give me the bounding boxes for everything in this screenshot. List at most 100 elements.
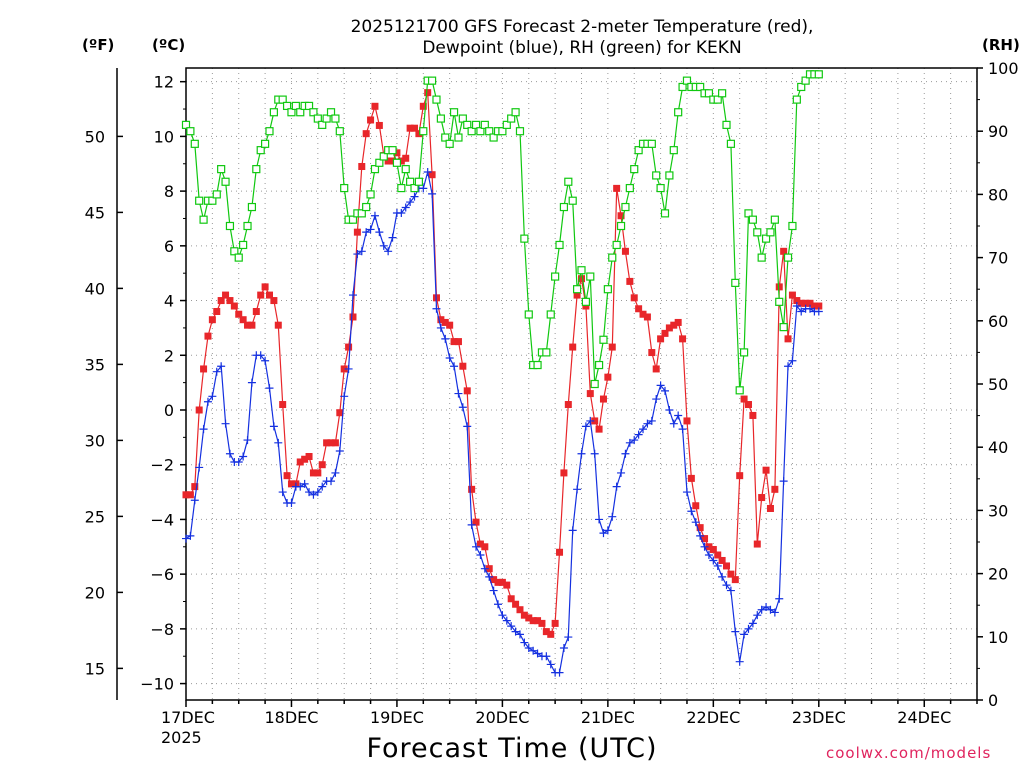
- rh-point: [265, 127, 274, 136]
- dewpoint-point: [353, 250, 362, 259]
- series-temperature: [182, 89, 823, 638]
- rh-point: [427, 76, 437, 85]
- rh-point: [467, 127, 476, 136]
- rh-point: [480, 120, 489, 129]
- rh-tick-label: 70: [988, 249, 1008, 268]
- rh-point: [739, 348, 749, 357]
- dewpoint-point: [370, 211, 379, 220]
- rh-point: [797, 82, 806, 92]
- fahrenheit-tick-label: 40: [85, 279, 105, 298]
- temperature-point: [279, 401, 287, 409]
- series-rh: [181, 70, 823, 395]
- rh-point: [674, 108, 683, 117]
- rh-point: [410, 183, 419, 193]
- rh-point: [195, 196, 204, 205]
- temperature-point: [182, 491, 190, 499]
- dewpoint-point: [753, 611, 762, 620]
- dewpoint-point: [507, 622, 516, 631]
- dewpoint-point: [480, 564, 489, 573]
- temperature-point: [459, 362, 467, 370]
- temperature-point: [560, 469, 568, 477]
- fahrenheit-tick-label: 25: [85, 507, 105, 526]
- dewpoint-point: [436, 323, 445, 332]
- rh-point: [656, 183, 665, 193]
- x-axis-label: Forecast Time (UTC): [366, 733, 658, 764]
- rh-point: [814, 70, 823, 79]
- temperature-point: [599, 395, 607, 403]
- dewpoint-point: [674, 411, 683, 420]
- temperature-point: [265, 291, 273, 299]
- temperature-point: [731, 576, 739, 584]
- rh-point: [594, 360, 604, 370]
- temperature-point: [393, 149, 401, 157]
- rh-point: [555, 240, 564, 250]
- temperature-point: [797, 299, 805, 307]
- celsius-tick-label: −4: [150, 510, 174, 529]
- fahrenheit-tick-label: 15: [85, 659, 105, 678]
- dewpoint-point: [718, 572, 727, 581]
- dewpoint-point: [463, 422, 472, 431]
- dewpoint-point: [546, 660, 555, 669]
- rh-point: [397, 183, 406, 193]
- temperature-point: [538, 619, 546, 627]
- dewpoint-point: [766, 605, 775, 614]
- dewpoint-point: [564, 633, 573, 642]
- rh-point: [401, 165, 410, 174]
- temperature-point: [270, 297, 278, 305]
- temperature-point: [516, 606, 524, 614]
- temperature-point: [397, 157, 405, 165]
- rh-point: [775, 297, 784, 306]
- temperature-point: [520, 611, 528, 619]
- rh-point: [335, 127, 344, 136]
- dewpoint-point: [524, 644, 533, 653]
- rh-point: [682, 76, 692, 85]
- temperature-point: [718, 556, 726, 564]
- temperature-point: [274, 321, 282, 329]
- rh-point: [590, 379, 599, 389]
- rh-point: [234, 253, 243, 262]
- rh-point: [309, 108, 318, 117]
- rh-point: [507, 114, 516, 123]
- temperature-point: [626, 277, 634, 285]
- rh-point: [713, 95, 722, 104]
- temperature-point: [287, 480, 295, 488]
- temperature-point: [780, 247, 788, 255]
- dewpoint-point: [274, 438, 283, 447]
- temperature-point: [485, 565, 493, 573]
- rh-tick-label: 60: [988, 312, 1008, 331]
- dewpoint-point: [335, 447, 344, 456]
- dewpoint-point: [652, 395, 661, 404]
- dewpoint-point: [713, 561, 722, 570]
- dewpoint-point: [533, 649, 542, 658]
- temperature-point: [353, 228, 361, 236]
- rh-point: [436, 114, 445, 123]
- dewpoint-point: [542, 652, 551, 661]
- dewpoint-point: [331, 468, 340, 477]
- temperature-point: [758, 494, 766, 502]
- rh-point: [322, 114, 331, 123]
- rh-point: [652, 171, 661, 180]
- rh-point: [287, 108, 296, 117]
- temperature-point: [340, 365, 348, 373]
- rh-point: [779, 323, 788, 332]
- dewpoint-point: [555, 668, 564, 677]
- dewpoint-point: [247, 378, 256, 387]
- dewpoint-point: [384, 247, 393, 256]
- temperature-point: [806, 299, 814, 307]
- dewpoint-point: [445, 354, 454, 363]
- dewpoint-point: [410, 192, 419, 201]
- dewpoint-point: [577, 449, 586, 458]
- dewpoint-point: [656, 381, 665, 390]
- rh-tick-label: 10: [988, 628, 1008, 647]
- temperature-point: [802, 299, 810, 307]
- temperature-point: [349, 313, 357, 321]
- temperature-point: [301, 455, 309, 463]
- rh-point: [581, 297, 590, 306]
- x-tick-label: 19DEC: [370, 708, 424, 727]
- dewpoint-point: [748, 619, 757, 628]
- rh-point: [225, 221, 235, 231]
- dewpoint-point: [643, 419, 652, 428]
- celsius-tick-label: 0: [164, 401, 174, 420]
- rh-point: [660, 209, 670, 218]
